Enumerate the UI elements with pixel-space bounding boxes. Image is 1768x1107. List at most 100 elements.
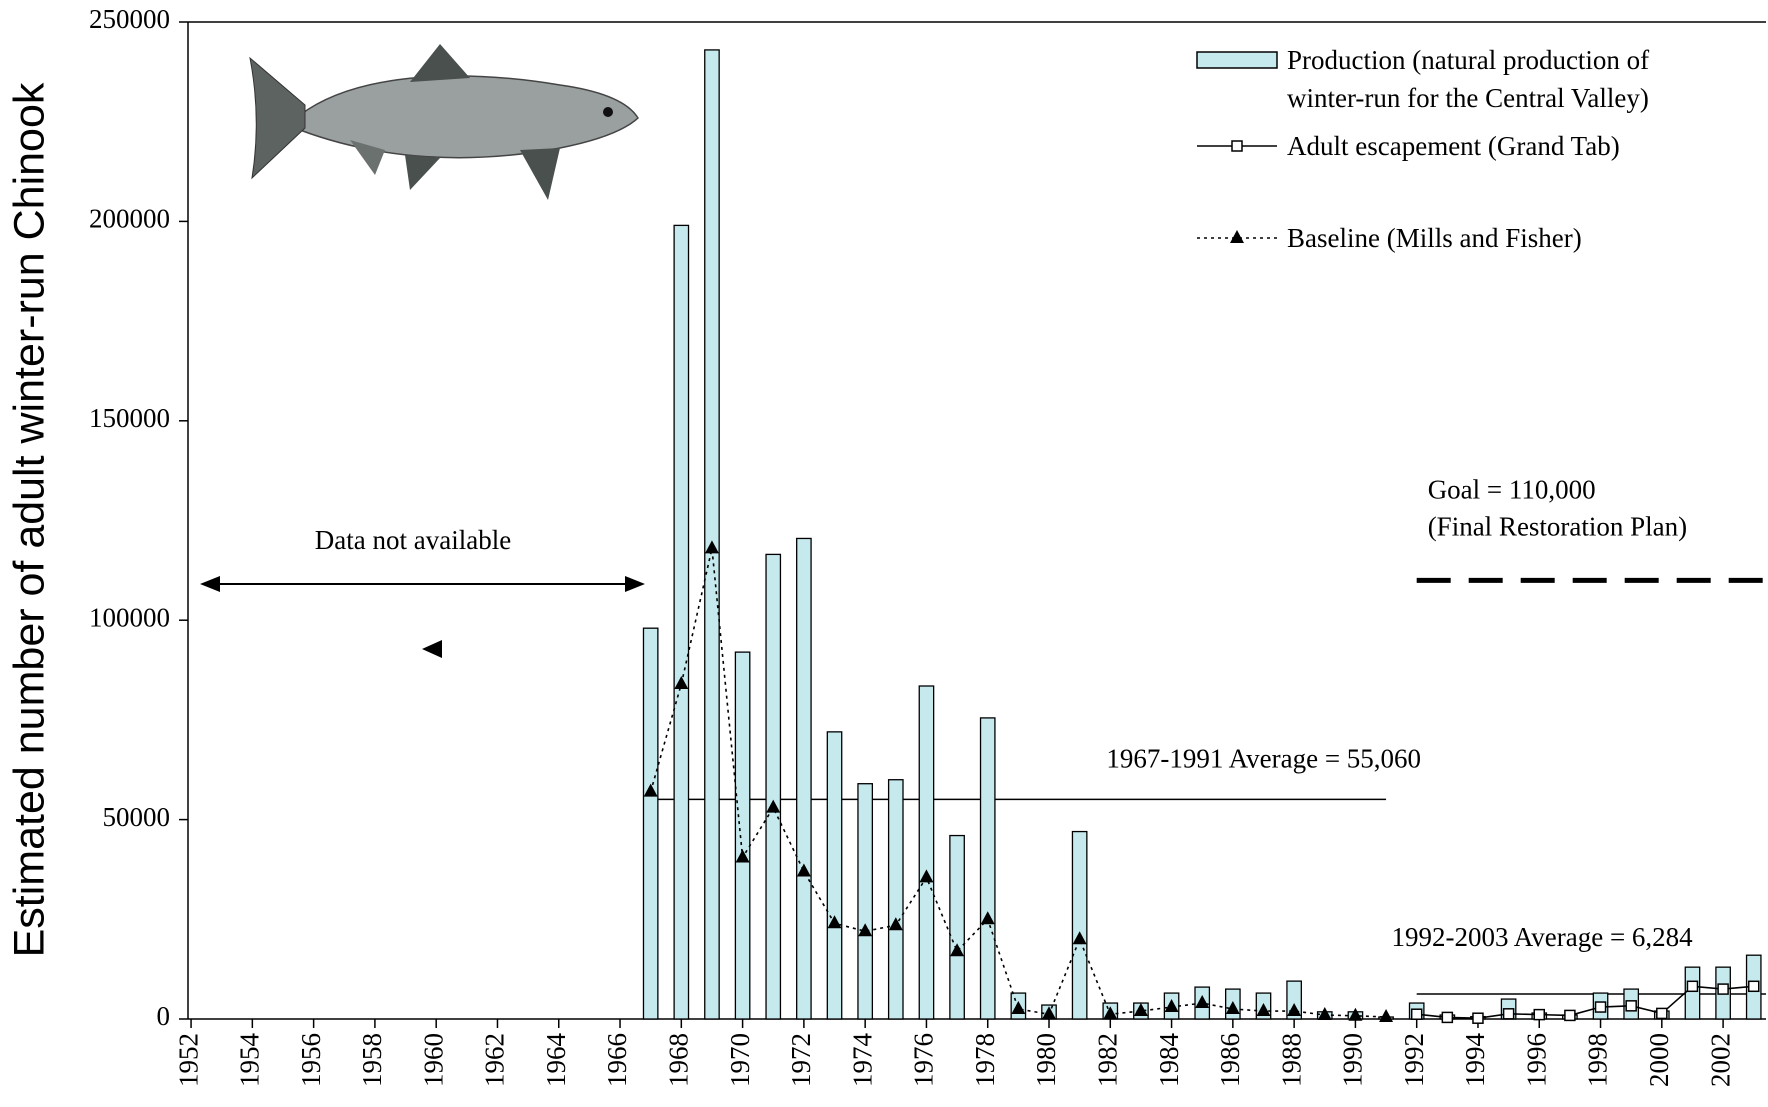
point-marker — [1747, 980, 1760, 993]
point-marker — [1317, 1007, 1332, 1021]
x-tick-label: 1998 — [1583, 1033, 1613, 1087]
point-marker — [1195, 995, 1210, 1009]
point-marker — [1502, 1008, 1515, 1020]
x-tick-label: 1974 — [847, 1033, 877, 1088]
bar — [673, 224, 690, 1020]
point-marker — [1533, 1008, 1546, 1021]
bar — [1286, 980, 1302, 1020]
point-marker — [1225, 1001, 1240, 1015]
legend-marker — [1230, 230, 1244, 243]
reference-label: 1992-2003 Average = 6,284 — [1392, 922, 1694, 952]
y-tick-label: 250000 — [89, 4, 170, 34]
x-tick-label: 1982 — [1092, 1033, 1122, 1087]
point-marker — [766, 799, 781, 813]
bar — [642, 627, 659, 1020]
bar — [887, 779, 904, 1020]
legend-label: Baseline (Mills and Fisher) — [1287, 223, 1582, 253]
legend-item: Baseline (Mills and Fisher) — [1287, 223, 1582, 253]
legend-item: Production (natural production of winter… — [1287, 45, 1650, 113]
x-tick-label: 1954 — [235, 1033, 265, 1088]
x-tick-label: 1972 — [786, 1033, 816, 1087]
point-marker — [1379, 1009, 1394, 1023]
bar — [796, 537, 812, 1020]
x-tick-label: 1976 — [909, 1033, 939, 1087]
x-tick-label: 1956 — [296, 1033, 326, 1087]
y-tick-label: 50000 — [103, 802, 171, 832]
reference-sublabel: (Final Restoration Plan) — [1428, 512, 1687, 542]
point-marker — [1287, 1003, 1302, 1017]
point-marker — [858, 923, 873, 937]
y-axis-title: Estimated number of adult winter-run Chi… — [5, 82, 53, 957]
bar — [857, 783, 874, 1020]
x-tick-label: 1964 — [541, 1033, 571, 1088]
legend-label: Production (natural production of winter… — [1287, 45, 1650, 113]
point-marker — [1133, 1003, 1148, 1017]
point-marker — [1410, 1008, 1423, 1020]
x-tick-label: 1980 — [1031, 1033, 1061, 1087]
no-data-arrow — [200, 576, 645, 658]
legend-marker — [1231, 140, 1243, 152]
point-marker — [1103, 1006, 1118, 1020]
point-marker — [643, 783, 658, 797]
reference-label: Goal = 110,000 — [1428, 475, 1596, 505]
x-tick-label: 1984 — [1154, 1033, 1184, 1088]
bar — [979, 717, 996, 1020]
fish-illustration — [249, 44, 639, 200]
point-marker — [1717, 983, 1729, 995]
legend-label: Adult escapement (Grand Tab) — [1287, 131, 1620, 161]
x-tick-label: 1962 — [480, 1033, 510, 1087]
y-tick-label: 100000 — [89, 602, 170, 632]
point-marker — [1686, 980, 1699, 993]
x-tick-label: 1952 — [173, 1033, 203, 1087]
point-marker — [1072, 931, 1087, 945]
point-marker — [980, 911, 995, 925]
point-marker — [735, 849, 750, 863]
bar — [1071, 830, 1088, 1020]
x-tick-label: 1996 — [1521, 1033, 1551, 1087]
x-tick-label: 1994 — [1460, 1033, 1490, 1088]
point-marker — [674, 676, 689, 690]
series-line — [1416, 985, 1754, 1020]
point-marker — [704, 540, 719, 554]
x-tick-label: 2002 — [1705, 1033, 1735, 1087]
point-marker — [1564, 1009, 1576, 1022]
point-marker — [1042, 1006, 1057, 1020]
point-marker — [1441, 1011, 1454, 1024]
x-tick-label: 1966 — [602, 1033, 632, 1087]
y-tick-label: 0 — [157, 1001, 171, 1031]
x-tick-label: 1960 — [418, 1033, 448, 1087]
bar — [765, 553, 782, 1020]
point-marker — [827, 915, 842, 929]
x-tick-label: 1992 — [1399, 1033, 1429, 1087]
x-tick-label: 1988 — [1276, 1033, 1306, 1087]
point-marker — [1011, 1001, 1026, 1015]
x-tick-label: 1968 — [664, 1033, 694, 1087]
bar — [918, 685, 935, 1020]
x-tick-label: 1990 — [1338, 1033, 1368, 1087]
y-tick-label: 200000 — [89, 204, 170, 234]
point-marker — [1348, 1007, 1363, 1021]
y-tick-label: 150000 — [89, 403, 170, 433]
bar — [704, 49, 720, 1020]
point-marker — [1164, 999, 1179, 1013]
bar — [1684, 966, 1701, 1020]
x-tick-label: 1958 — [357, 1033, 387, 1087]
point-marker — [1594, 1001, 1607, 1013]
point-marker — [1472, 1012, 1484, 1024]
x-tick-label: 1986 — [1215, 1033, 1245, 1087]
legend-swatch — [1196, 51, 1278, 69]
x-tick-label: 1978 — [970, 1033, 1000, 1087]
reference-label: 1967-1991 Average = 55,060 — [1106, 744, 1421, 774]
annotation: Data not available — [315, 525, 511, 555]
point-marker — [1656, 1007, 1668, 1020]
point-marker — [796, 863, 811, 877]
bar — [949, 834, 965, 1020]
point-marker — [919, 869, 934, 883]
series-line — [649, 548, 1387, 1018]
point-marker — [1625, 1000, 1637, 1012]
x-tick-label: 2000 — [1644, 1033, 1674, 1087]
x-tick-label: 1970 — [725, 1033, 755, 1087]
point-marker — [1256, 1003, 1271, 1017]
bar — [734, 651, 751, 1020]
